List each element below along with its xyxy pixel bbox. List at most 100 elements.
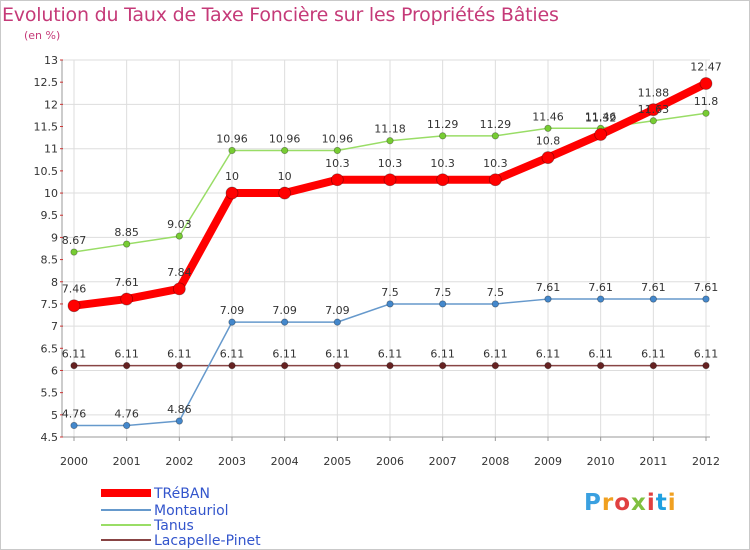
data-point-montauriol (175, 417, 183, 425)
data-point-tr-ban (120, 292, 134, 306)
data-point-montauriol (544, 295, 552, 303)
y-tick-label: 10 (44, 187, 58, 200)
x-tick-label: 2007 (429, 455, 457, 468)
legend-label-tanus: Tanus (153, 518, 194, 534)
data-point-montauriol (333, 318, 341, 326)
y-tick-label: 11 (44, 143, 58, 156)
y-tick-label: 5 (51, 409, 58, 422)
data-label-montauriol: 4.86 (167, 403, 192, 416)
data-point-montauriol (597, 295, 605, 303)
y-tick-label: 6 (51, 364, 58, 377)
y-tick-label: 6.5 (41, 342, 59, 355)
data-point-tr-ban (225, 186, 239, 200)
grid-lines (62, 59, 710, 437)
data-point-tanus (702, 109, 710, 117)
data-point-tr-ban (172, 282, 186, 296)
logo-letter: t (655, 490, 668, 516)
logo-letter: o (614, 490, 632, 516)
data-label-montauriol: 7.09 (220, 304, 245, 317)
data-label-tanus: 11.8 (694, 95, 719, 108)
x-tick-label: 2003 (218, 455, 246, 468)
data-label-tanus: 11.29 (480, 118, 512, 131)
data-point-lacapelle-pinet (386, 361, 394, 370)
data-label-tr-ban: 10.3 (483, 157, 508, 170)
data-point-tr-ban (330, 173, 344, 187)
data-label-lacapelle-pinet: 6.11 (62, 348, 87, 361)
data-label-montauriol: 7.61 (588, 281, 613, 294)
logo-letter: x (631, 490, 647, 516)
data-point-lacapelle-pinet (333, 361, 341, 370)
x-tick-label: 2000 (60, 455, 88, 468)
data-label-tr-ban: 11.32 (585, 112, 617, 125)
data-label-tanus: 9.03 (167, 218, 192, 231)
y-tick-label: 7.5 (41, 298, 59, 311)
data-point-tr-ban (67, 299, 81, 313)
logo-letter: i (646, 490, 656, 516)
data-label-tr-ban: 7.84 (167, 266, 192, 279)
y-tick-label: 9.5 (41, 209, 59, 222)
data-label-montauriol: 7.61 (641, 281, 666, 294)
data-label-lacapelle-pinet: 6.11 (220, 348, 245, 361)
data-label-lacapelle-pinet: 6.11 (167, 348, 192, 361)
data-label-tanus: 11.18 (374, 123, 406, 136)
data-label-lacapelle-pinet: 6.11 (325, 348, 350, 361)
data-label-montauriol: 7.61 (694, 281, 719, 294)
data-label-lacapelle-pinet: 6.11 (430, 348, 455, 361)
x-tick-label: 2005 (323, 455, 351, 468)
data-point-lacapelle-pinet (70, 361, 78, 370)
data-point-tanus (333, 146, 341, 155)
data-point-lacapelle-pinet (175, 361, 183, 370)
x-tick-label: 2012 (692, 455, 720, 468)
data-point-tr-ban (488, 173, 502, 187)
data-point-montauriol (281, 318, 289, 326)
x-tick-label: 2002 (165, 455, 193, 468)
data-label-tanus: 10.96 (322, 132, 354, 145)
y-tick-label: 9 (51, 231, 58, 244)
data-point-lacapelle-pinet (597, 361, 605, 370)
data-point-montauriol (491, 300, 499, 308)
data-label-tanus: 8.67 (62, 234, 87, 247)
data-point-montauriol (228, 318, 236, 326)
x-tick-label: 2011 (639, 455, 667, 468)
y-tick-label: 11.5 (34, 121, 59, 134)
data-point-lacapelle-pinet (281, 361, 289, 370)
logo-letter: r (601, 490, 615, 516)
axes: 4.5 5 5.5 6 6.5 7 7.5 8 8.5 9 9.5 10 10.5 11 11.5 12 12.… (34, 54, 721, 468)
x-tick-label: 2010 (587, 455, 615, 468)
data-label-lacapelle-pinet: 6.11 (378, 348, 403, 361)
x-tick-label: 2004 (271, 455, 299, 468)
data-point-lacapelle-pinet (491, 361, 499, 370)
data-label-lacapelle-pinet: 6.11 (483, 348, 508, 361)
data-label-tanus: 11.63 (638, 103, 670, 116)
data-point-lacapelle-pinet (228, 361, 236, 370)
data-point-lacapelle-pinet (702, 361, 710, 370)
data-point-lacapelle-pinet (544, 361, 552, 370)
y-tick-label: 4.5 (41, 431, 59, 444)
data-label-tanus: 10.96 (269, 132, 301, 145)
data-point-montauriol (70, 421, 78, 430)
data-label-montauriol: 4.76 (114, 407, 139, 420)
data-label-montauriol: 7.5 (487, 286, 505, 299)
data-label-tr-ban: 12.47 (690, 61, 722, 74)
data-point-tr-ban (699, 77, 713, 90)
data-label-tr-ban: 11.88 (638, 87, 670, 100)
data-label-lacapelle-pinet: 6.11 (694, 348, 719, 361)
x-tick-label: 2001 (113, 455, 141, 468)
data-point-tanus (175, 232, 183, 240)
data-point-montauriol (439, 300, 447, 308)
y-tick-label: 12.5 (34, 76, 59, 89)
data-point-tanus (70, 248, 78, 256)
y-tick-label: 13 (44, 54, 58, 67)
data-label-tr-ban: 10 (278, 170, 292, 183)
x-tick-label: 2006 (376, 455, 404, 468)
data-label-tr-ban: 7.46 (62, 283, 87, 296)
data-label-tr-ban: 7.61 (114, 276, 139, 289)
data-label-tanus: 11.46 (585, 110, 617, 123)
data-point-tanus (281, 146, 289, 155)
data-label-tr-ban: 10.3 (378, 157, 403, 170)
data-label-lacapelle-pinet: 6.11 (641, 348, 666, 361)
data-label-lacapelle-pinet: 6.11 (114, 348, 139, 361)
data-point-tr-ban (541, 151, 555, 164)
